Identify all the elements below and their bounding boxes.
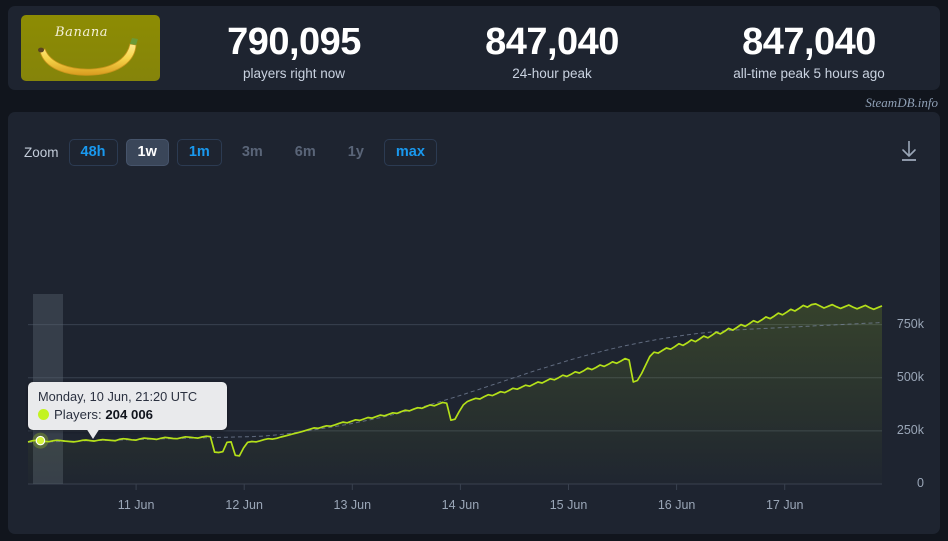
- stats-header-panel: Banana 790,095 players right now 847,040…: [8, 6, 940, 90]
- tooltip-pointer: [86, 428, 100, 439]
- x-axis-label-11jun: 11 Jun: [117, 498, 155, 512]
- stat-label: players right now: [242, 66, 346, 81]
- zoom-button-48h[interactable]: 48h: [68, 138, 118, 166]
- stat-value: 847,040: [485, 21, 619, 63]
- y-axis-label-250k: 250k: [896, 422, 924, 437]
- zoom-range-selector: Zoom 48h 1w 1m 3m 6m 1y max: [24, 138, 437, 166]
- stat-value: 790,095: [227, 21, 361, 63]
- stat-label: 24-hour peak: [512, 66, 592, 81]
- x-axis-label-15jun: 15 Jun: [549, 498, 588, 512]
- zoom-button-3m: 3m: [241, 144, 263, 160]
- stat-players-now: 790,095 players right now: [186, 20, 402, 83]
- stat-label: all-time peak 5 hours ago: [733, 66, 885, 81]
- stat-peak-all-time: 847,040 all-time peak 5 hours ago: [683, 20, 935, 83]
- tooltip-series-label: Players: 204 006: [54, 407, 153, 422]
- x-axis-label-16jun: 16 Jun: [657, 498, 696, 512]
- tooltip-value: 204 006: [105, 407, 153, 422]
- game-capsule-image[interactable]: Banana: [21, 15, 160, 81]
- zoom-button-6m: 6m: [294, 144, 316, 160]
- zoom-button-1y: 1y: [347, 144, 364, 160]
- download-icon[interactable]: [894, 136, 924, 166]
- zoom-button-max[interactable]: max: [383, 138, 437, 166]
- x-axis-label-14jun: 14 Jun: [441, 498, 480, 512]
- y-axis-label-500k: 500k: [896, 369, 924, 384]
- tooltip-series-dot: [38, 409, 49, 420]
- tooltip-date: Monday, 10 Jun, 21:20 UTC: [38, 389, 198, 404]
- chart-tooltip: Monday, 10 Jun, 21:20 UTC Players: 204 0…: [28, 382, 227, 439]
- x-axis-label-13jun: 13 Jun: [333, 498, 372, 512]
- chart-panel: Zoom 48h 1w 1m 3m 6m 1y max 750k 500k 25…: [8, 112, 940, 534]
- y-axis-label-0: 0: [917, 476, 924, 490]
- zoom-label: Zoom: [24, 144, 59, 160]
- capsule-title: Banana: [55, 25, 109, 40]
- banana-illustration: [38, 38, 138, 76]
- y-axis-label-750k: 750k: [896, 316, 924, 331]
- stat-peak-24h: 847,040 24-hour peak: [438, 20, 666, 83]
- steamdb-watermark: SteamDB.info: [865, 95, 938, 110]
- stat-value: 847,040: [742, 21, 876, 63]
- x-axis-label-17jun: 17 Jun: [765, 498, 804, 512]
- zoom-button-1m[interactable]: 1m: [176, 138, 222, 166]
- x-axis-label-12jun: 12 Jun: [225, 498, 263, 512]
- zoom-button-1w[interactable]: 1w: [125, 138, 169, 166]
